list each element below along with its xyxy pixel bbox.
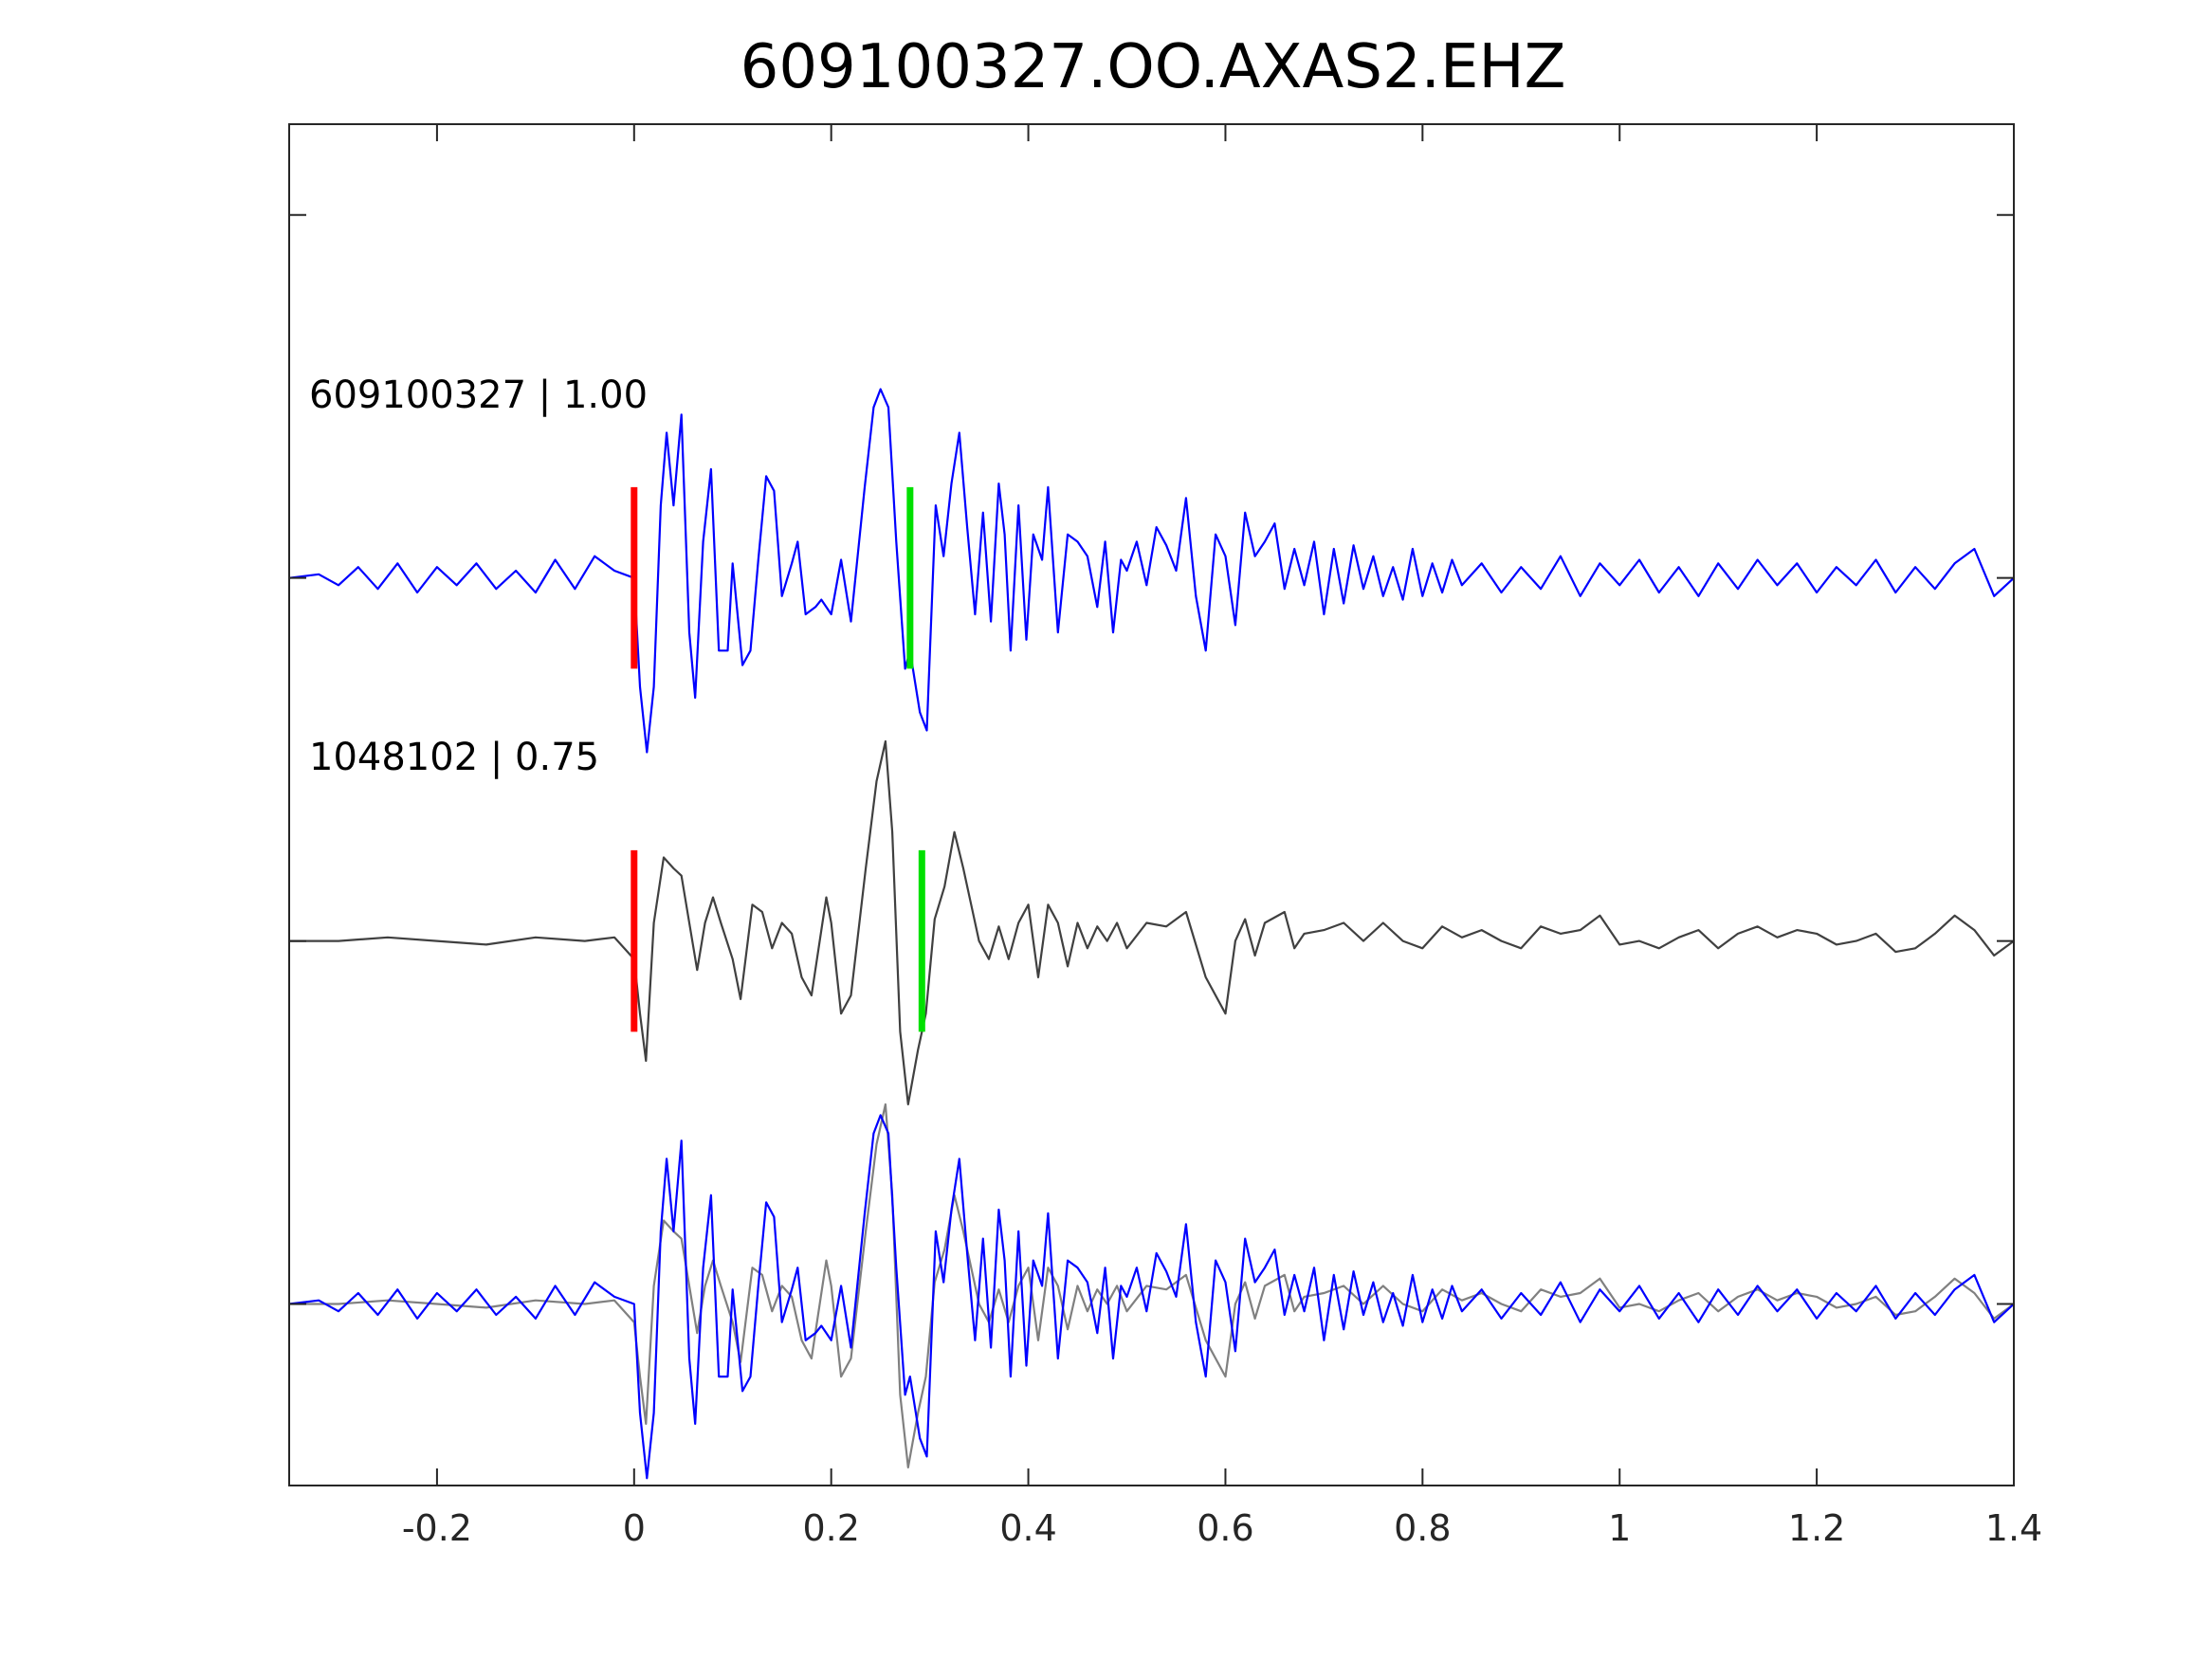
x-tick-label: 0.2 bbox=[802, 1507, 859, 1549]
x-tick-label: 1.2 bbox=[1788, 1507, 1845, 1549]
x-tick-label: 0.4 bbox=[999, 1507, 1056, 1549]
chart-title: 609100327.OO.AXAS2.EHZ bbox=[740, 32, 1566, 102]
trace-label-2: 1048102 | 0.75 bbox=[309, 736, 599, 779]
plot-area bbox=[288, 388, 2015, 1480]
x-tick-label: 0.6 bbox=[1197, 1507, 1253, 1549]
x-tick-label: 0 bbox=[623, 1507, 646, 1549]
x-tick-label: -0.2 bbox=[402, 1507, 472, 1549]
trace-609100327 bbox=[288, 388, 2015, 754]
x-tick-label: 1.4 bbox=[1985, 1507, 2042, 1549]
x-tick-label: 1 bbox=[1608, 1507, 1631, 1549]
x-tick-label: 0.8 bbox=[1394, 1507, 1451, 1549]
axes: -0.2 0 0.2 0.4 0.6 0.8 1 1.2 1.4 bbox=[288, 123, 2042, 1549]
trace-label-1: 609100327 | 1.00 bbox=[309, 374, 648, 417]
overlay-trace-609100327 bbox=[288, 1114, 2015, 1480]
trace-1048102 bbox=[289, 739, 2015, 1106]
axes-box bbox=[288, 123, 2015, 1486]
trace-labels: 609100327 | 1.00 1048102 | 0.75 bbox=[309, 374, 648, 779]
